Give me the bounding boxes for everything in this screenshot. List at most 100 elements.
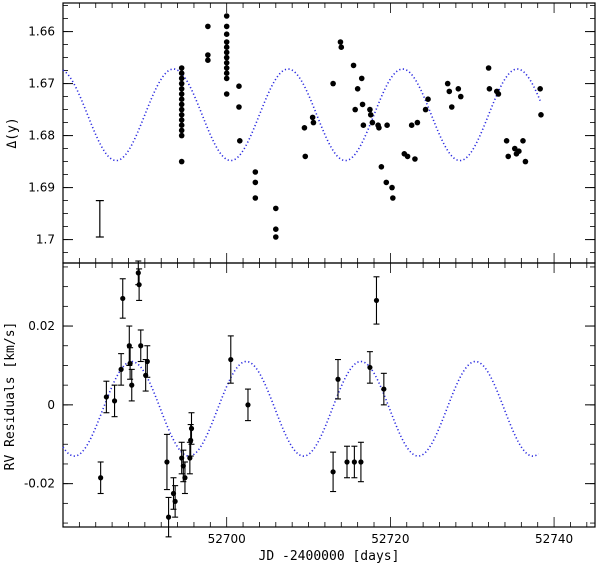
top-data-point	[223, 60, 230, 66]
top-data-point	[236, 138, 243, 144]
top-data-point	[223, 65, 230, 71]
top-data-point	[367, 106, 373, 113]
top-data-point	[178, 122, 185, 128]
rv-data-point	[129, 382, 135, 388]
rv-data-point	[135, 270, 141, 276]
top-data-point	[223, 91, 230, 97]
rv-data-point	[182, 475, 188, 481]
top-data-point	[455, 86, 462, 92]
rv-data-point	[187, 455, 193, 461]
top-data-point	[178, 158, 185, 165]
x-tick-label: 52700	[208, 532, 246, 546]
top-data-point	[178, 80, 185, 87]
top-data-point	[359, 101, 366, 108]
top-data-point	[338, 44, 345, 50]
top-data-point	[178, 132, 185, 139]
top-data-point	[178, 91, 185, 97]
top-data-point	[383, 179, 390, 186]
top-data-point	[273, 234, 279, 240]
top-data-point	[495, 91, 502, 97]
rv-data-point	[351, 459, 357, 465]
top-data-point	[252, 179, 259, 186]
rv-data-point	[120, 295, 126, 302]
top-data-point	[330, 80, 336, 87]
top-panel-frame	[62, 2, 596, 264]
rv-data-point	[228, 356, 234, 363]
top-data-point	[511, 145, 518, 152]
top-data-point	[223, 39, 230, 45]
rv-data-point	[98, 475, 104, 481]
rv-data-point	[381, 386, 387, 392]
rv-data-point	[188, 437, 194, 443]
bottom-model-curve	[62, 360, 540, 457]
top-y-tick-label: 1.69	[28, 181, 55, 195]
rv-data-point	[165, 514, 172, 520]
rv-data-point	[111, 398, 118, 404]
rv-data-point	[358, 459, 364, 465]
top-data-point	[205, 57, 211, 63]
bottom-grid: -0.02 0 0.02 52700 52720 52740	[24, 263, 595, 546]
bottom-y-axis-label: RV Residuals [km/s]	[3, 322, 18, 471]
top-y-axis-label: Δ(y)	[5, 117, 20, 148]
top-data-point	[384, 122, 390, 128]
top-data-point	[178, 112, 185, 118]
top-data-point	[178, 117, 185, 123]
top-data-point	[252, 169, 259, 175]
x-tick-label: 52720	[371, 532, 409, 546]
top-data-point	[205, 52, 211, 58]
top-data-point	[273, 226, 279, 232]
top-data-point	[390, 195, 396, 201]
top-data-point	[404, 153, 411, 160]
top-data-point	[354, 86, 361, 92]
top-y-tick-label: 1.7	[36, 233, 55, 247]
rv-data-point	[367, 364, 373, 371]
top-data-point	[520, 138, 526, 144]
top-data-point	[178, 101, 185, 108]
top-data-point	[223, 54, 230, 61]
top-data-point	[412, 156, 418, 162]
top-data-point	[223, 23, 230, 30]
top-data-point	[178, 70, 185, 76]
top-data-point	[485, 65, 492, 71]
top-data-point	[425, 96, 431, 102]
rv-data-point	[172, 498, 178, 504]
rv-data-point	[188, 425, 195, 432]
rv-data-point	[118, 366, 124, 372]
top-y-tick-label: 1.68	[28, 129, 55, 143]
top-data-point	[486, 86, 493, 92]
top-data-point	[236, 83, 242, 89]
top-data-point	[178, 75, 185, 82]
top-data-point	[414, 119, 421, 126]
rv-data-point	[127, 360, 133, 367]
top-model-curve	[62, 68, 541, 162]
top-grid: 1.66 1.67 1.68 1.69 1.7	[28, 3, 595, 263]
rv-data-point	[330, 469, 336, 475]
top-points	[178, 13, 544, 240]
top-data-point	[223, 75, 230, 82]
bottom-panel-frame	[62, 262, 596, 528]
bottom-y-tick-label: 0.02	[28, 319, 55, 333]
top-data-point	[223, 70, 230, 76]
top-data-point	[223, 31, 230, 37]
top-data-point	[448, 104, 455, 110]
top-data-point	[516, 148, 522, 154]
top-data-point	[301, 125, 308, 131]
bottom-y-tick-label: 0	[47, 398, 55, 412]
rv-data-point	[103, 394, 109, 400]
top-data-point	[367, 112, 374, 118]
top-data-point	[538, 112, 544, 118]
rv-data-point	[164, 459, 170, 465]
top-data-point	[446, 88, 453, 95]
rv-data-point	[335, 376, 341, 382]
top-data-point	[273, 205, 279, 212]
rv-data-point	[136, 282, 142, 288]
top-data-point	[178, 65, 185, 71]
top-data-point	[369, 119, 376, 126]
top-data-point	[178, 86, 185, 92]
top-data-point	[223, 13, 230, 19]
top-data-point	[376, 125, 382, 131]
x-axis-label: JD -2400000 [days]	[259, 549, 400, 564]
top-data-point	[350, 62, 357, 69]
top-data-point	[522, 158, 529, 165]
rv-data-point	[144, 358, 150, 365]
